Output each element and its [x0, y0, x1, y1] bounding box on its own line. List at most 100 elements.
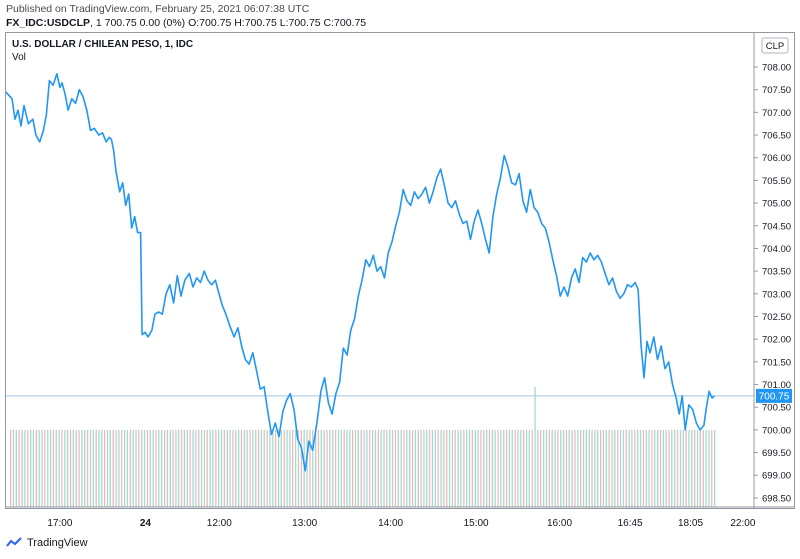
volume-bar — [175, 429, 177, 507]
volume-bar — [124, 429, 126, 507]
volume-bar — [386, 429, 388, 507]
volume-bar — [400, 429, 402, 507]
volume-bar — [560, 429, 562, 507]
volume-bar — [363, 429, 365, 507]
volume-bar — [181, 429, 183, 507]
volume-bar — [297, 429, 300, 507]
volume-bar — [172, 429, 174, 507]
volume-bar — [654, 429, 656, 507]
volume-bar — [286, 429, 288, 507]
published-note: Published on TradingView.com, February 2… — [6, 3, 310, 15]
volume-bar — [64, 429, 66, 507]
volume-bar — [383, 429, 385, 507]
volume-bar — [81, 429, 83, 507]
volume-bar — [574, 429, 576, 507]
volume-bar — [685, 429, 687, 507]
volume-bar — [468, 429, 471, 507]
volume-bar — [209, 429, 211, 507]
volume-bar — [106, 429, 109, 507]
volume-bar — [659, 429, 662, 507]
volume-bar — [525, 429, 528, 507]
volume-bar — [391, 429, 394, 507]
volume-bar — [332, 429, 334, 507]
price-tick-label: 700.00 — [762, 425, 791, 436]
volume-bar — [411, 429, 414, 507]
volume-bar — [694, 429, 696, 507]
volume-bar — [548, 429, 550, 507]
price-line — [5, 72, 715, 472]
volume-bar — [374, 429, 377, 507]
volume-bar — [183, 429, 186, 507]
volume-bar — [397, 429, 399, 507]
volume-bar — [89, 429, 92, 507]
volume-bar — [257, 429, 260, 507]
price-tick-label: 708.00 — [762, 63, 791, 74]
volume-bar — [47, 429, 49, 507]
volume-bar — [238, 429, 240, 507]
volume-bar — [614, 429, 616, 507]
volume-bar — [460, 429, 462, 507]
volume-bar — [602, 429, 605, 507]
price-axis[interactable]: 698.50 699.00 699.50 700.00 700.50 701.00 701.… — [754, 63, 791, 505]
volume-bar — [300, 429, 302, 507]
currency-badge-label: CLP — [766, 41, 784, 52]
volume-bar — [292, 429, 294, 507]
volume-bar — [474, 429, 476, 507]
volume-bar — [446, 429, 448, 507]
volume-bar — [24, 429, 26, 507]
volume-bar — [486, 429, 488, 507]
volume-bar — [423, 429, 425, 507]
volume-bar — [540, 429, 542, 507]
volume-bar — [109, 429, 111, 507]
volume-bar — [354, 429, 357, 507]
time-tick-label: 22:00 — [730, 518, 755, 529]
volume-bar — [152, 429, 154, 507]
volume-bar — [346, 429, 348, 507]
volume-bar — [537, 429, 539, 507]
volume-bar — [334, 429, 337, 507]
chart-frame[interactable]: 698.50 699.00 699.50 700.00 700.50 701.00 701.… — [5, 32, 795, 529]
price-tick-label: 698.50 — [762, 493, 791, 504]
volume-bar — [72, 429, 74, 507]
volume-bar — [61, 429, 63, 507]
volume-bar — [488, 429, 491, 507]
volume-bar — [149, 429, 151, 507]
volume-bar — [417, 429, 419, 507]
price-tick-label: 702.00 — [762, 335, 791, 346]
volume-bar — [471, 429, 473, 507]
volume-bar — [426, 429, 428, 507]
price-chart[interactable]: 698.50 699.00 699.50 700.00 700.50 701.00 701.… — [5, 33, 794, 529]
volume-bar — [503, 429, 505, 507]
volume-bar — [585, 429, 587, 507]
volume-bar — [323, 429, 325, 507]
volume-bar — [44, 429, 46, 507]
volume-bar — [420, 429, 422, 507]
volume-bar — [198, 429, 200, 507]
volume-bar — [463, 429, 465, 507]
volume-bar — [651, 429, 653, 507]
volume-bar — [648, 429, 650, 507]
volume-bar — [657, 429, 659, 507]
volume-bar — [565, 429, 568, 507]
volume-bar — [457, 429, 459, 507]
volume-bar — [252, 429, 254, 507]
volume-bar — [619, 429, 622, 507]
volume-bar — [483, 429, 485, 507]
volume-bar — [240, 429, 243, 507]
time-axis[interactable]: 17:00 24 12:00 13:00 14:00 15:00 16:00 16:45 18:… — [47, 518, 755, 529]
volume-bar — [451, 429, 454, 507]
volume-bar — [337, 429, 340, 507]
tradingview-logo[interactable]: TradingView — [6, 537, 88, 549]
volume-bar — [283, 429, 285, 507]
volume-bar — [696, 429, 699, 507]
volume-bar — [35, 429, 37, 507]
volume-bar — [369, 429, 371, 507]
volume-bar — [55, 429, 57, 507]
volume-bar — [315, 429, 317, 507]
volume-bar — [266, 429, 268, 507]
volume-bar — [186, 429, 188, 507]
volume-bar — [434, 429, 436, 507]
volume-bar — [466, 429, 468, 507]
volume-bar — [705, 429, 707, 507]
volume-bars — [10, 386, 716, 507]
